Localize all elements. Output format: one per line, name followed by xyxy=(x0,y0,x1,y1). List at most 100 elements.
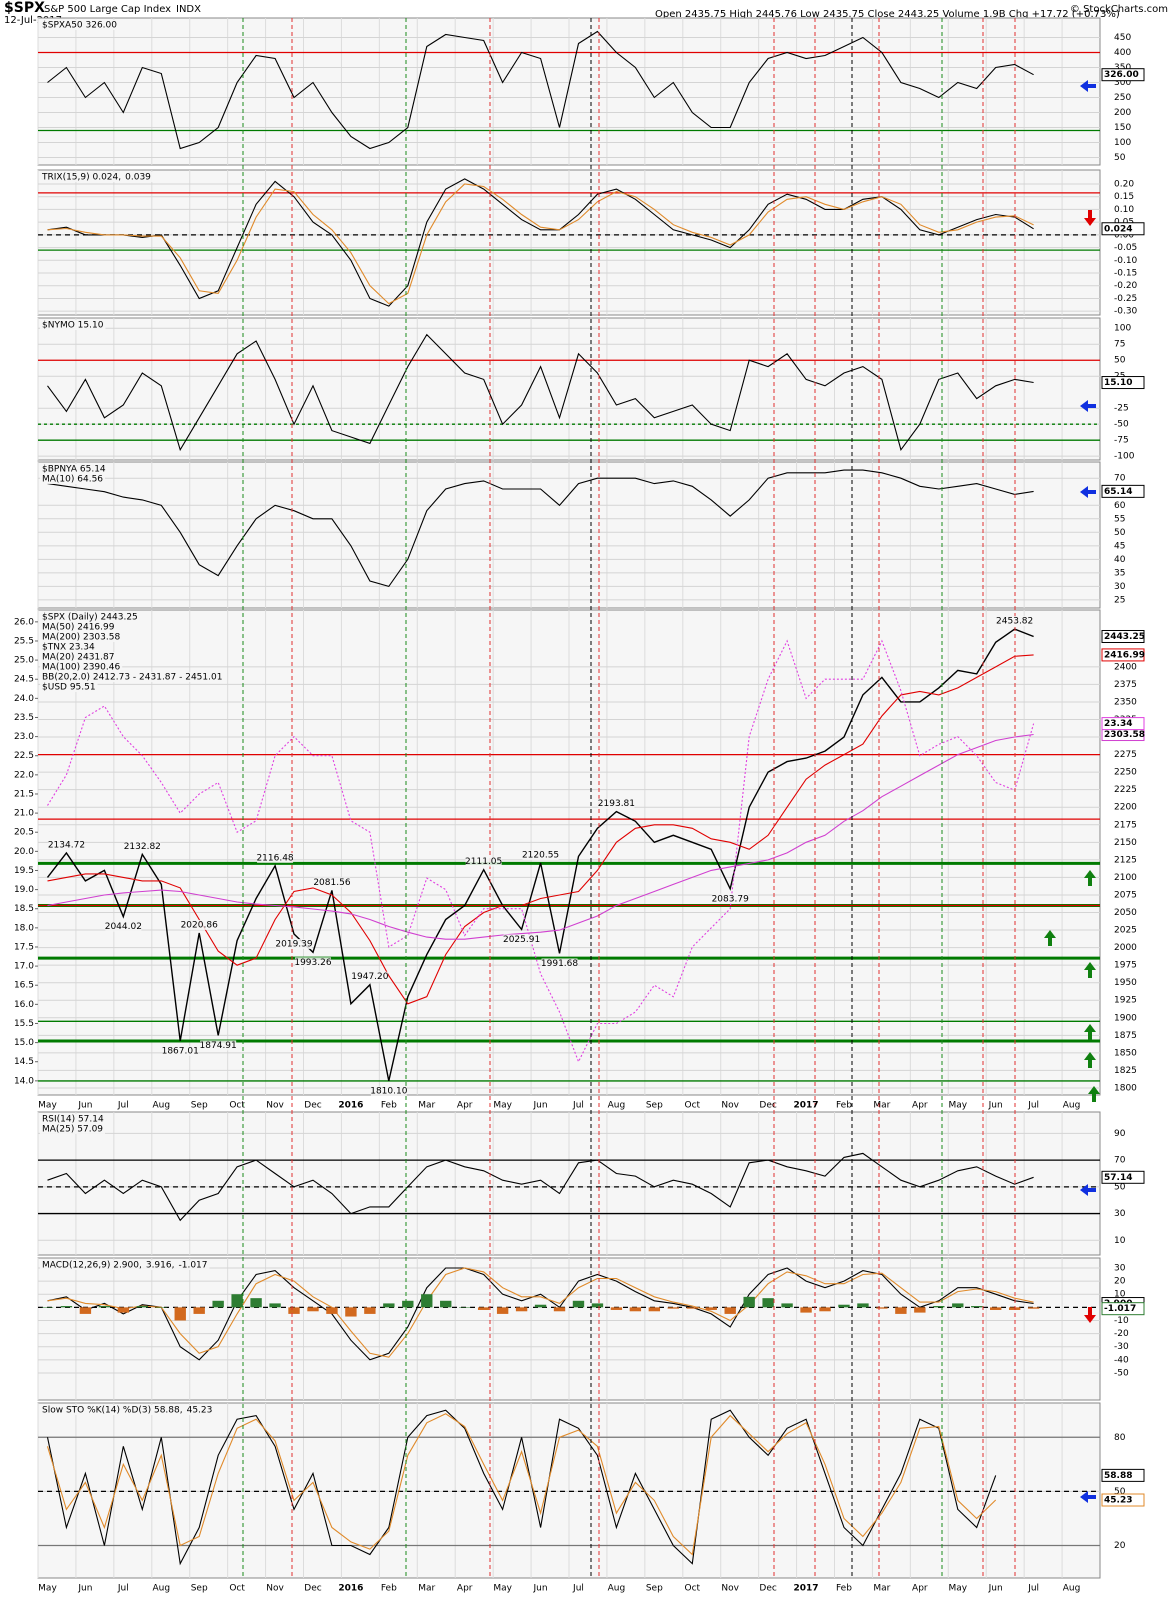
y-tick-label: 35 xyxy=(1114,568,1125,578)
y-tick-label: 1875 xyxy=(1114,1031,1137,1041)
y-tick-label: 10 xyxy=(1114,1290,1126,1300)
y2-tick-label: 24.5 xyxy=(14,675,34,685)
y-tick-label: 45 xyxy=(1114,541,1125,551)
y2-tick-label: 22.5 xyxy=(14,751,34,761)
x-tick-label: 2016 xyxy=(338,1584,363,1594)
histogram-bar xyxy=(496,1307,509,1314)
legend-entry: TRIX(15,9) 0.024, xyxy=(41,173,121,183)
histogram-bar xyxy=(364,1307,376,1314)
histogram-bar xyxy=(383,1303,395,1308)
value-label-bg xyxy=(370,1085,407,1096)
x-tick-label: Mar xyxy=(418,1101,435,1111)
y2-tick-label: 23.5 xyxy=(14,713,34,723)
date: 12-Jul-2017 xyxy=(4,15,62,26)
y-tick-label: 250 xyxy=(1114,93,1131,103)
x-tick-label: Mar xyxy=(418,1584,435,1594)
legend-bg xyxy=(40,632,123,642)
legend-entry: MA(200) 2303.58 xyxy=(42,633,120,643)
legend-entry: $BPNYA 65.14 xyxy=(42,465,106,475)
y-tick-label: -25 xyxy=(1114,404,1129,414)
value-label-bg xyxy=(313,877,350,888)
y-tick-label: 450 xyxy=(1114,33,1131,43)
value-label: 1810.10 xyxy=(370,1086,407,1096)
legend-entry: 45.23 xyxy=(187,1406,213,1416)
value-label: 1947.20 xyxy=(351,972,388,982)
histogram-bar xyxy=(402,1300,414,1308)
legend-bg xyxy=(184,1405,215,1415)
value-label-bg xyxy=(465,856,502,867)
y-tick-label: 0.15 xyxy=(1114,192,1134,202)
histogram-bar xyxy=(686,1307,698,1309)
y-tick-label: 350 xyxy=(1114,63,1131,73)
legend-bg xyxy=(40,320,106,330)
value-label-bg xyxy=(996,616,1033,627)
y-tick-label: 2075 xyxy=(1114,890,1137,900)
x-tick-label: Nov xyxy=(266,1101,284,1111)
value-label-bg xyxy=(181,919,218,930)
histogram-bar xyxy=(79,1307,92,1314)
legend-bg xyxy=(40,682,98,692)
histogram-bar xyxy=(819,1307,831,1312)
red-arrow xyxy=(1084,210,1096,226)
last-value-tag: 326.00 xyxy=(1104,70,1139,80)
histogram-bar xyxy=(876,1307,888,1309)
histogram-bar xyxy=(345,1307,357,1317)
legend-bg xyxy=(176,1260,210,1270)
y-tick-label: -0.15 xyxy=(1114,269,1137,279)
histogram-bar xyxy=(629,1307,642,1312)
y2-tick-label: 17.5 xyxy=(14,942,34,952)
histogram-bar xyxy=(515,1307,528,1312)
y2-tick-label: 15.0 xyxy=(14,1038,34,1048)
histogram-bar xyxy=(914,1307,926,1313)
value-label: 2044.02 xyxy=(105,922,142,932)
green-arrow xyxy=(1084,1024,1096,1040)
symbol: $SPX xyxy=(4,0,45,16)
x-tick-label: Oct xyxy=(229,1101,245,1111)
histogram-bar xyxy=(231,1294,243,1308)
y-tick-label: 1825 xyxy=(1114,1066,1137,1076)
series-line xyxy=(47,30,1034,150)
y-tick-label: 60 xyxy=(1114,501,1126,511)
blue-arrow xyxy=(1080,400,1096,412)
y-tick-label: 2175 xyxy=(1114,820,1137,830)
legend-entry: $SPX (Daily) 2443.25 xyxy=(42,613,138,623)
histogram-bar xyxy=(971,1306,983,1308)
histogram-bar xyxy=(250,1298,262,1308)
y-tick-label: 80 xyxy=(1114,1433,1126,1443)
value-label: 1874.91 xyxy=(200,1041,237,1051)
y2-tick-label: 21.5 xyxy=(14,789,34,799)
x-tick-label: 2016 xyxy=(338,1101,363,1111)
green-arrow xyxy=(1044,930,1056,946)
x-tick-label: Sep xyxy=(646,1101,663,1111)
legend-bg xyxy=(40,464,108,474)
x-tick-label: Aug xyxy=(608,1101,626,1111)
histogram-bar xyxy=(933,1306,945,1308)
y-tick-label: -100 xyxy=(1114,452,1135,462)
x-tick-label: May xyxy=(948,1101,967,1111)
last-value-tag: 2416.99 xyxy=(1104,650,1145,660)
y-tick-label: 2225 xyxy=(1114,785,1137,795)
x-tick-label: Nov xyxy=(721,1584,739,1594)
histogram-bar xyxy=(781,1303,793,1308)
y-tick-label: 2250 xyxy=(1114,768,1137,778)
value-label: 2081.56 xyxy=(313,878,350,888)
y-tick-label: 20 xyxy=(1114,1541,1126,1551)
legend-entry: RSI(14) 57.14 xyxy=(42,1115,104,1125)
index-name: S&P 500 Large Cap Index xyxy=(44,4,171,15)
x-tick-label: Feb xyxy=(381,1101,397,1111)
histogram-bar xyxy=(838,1304,850,1308)
legend-entry: MA(25) 57.09 xyxy=(42,1125,103,1135)
y2-tick-label: 26.0 xyxy=(14,617,34,627)
histogram-bar xyxy=(591,1303,604,1308)
histogram-bar xyxy=(269,1303,281,1308)
histogram-bar xyxy=(41,1307,54,1308)
series-line xyxy=(47,733,1034,940)
y2-tick-label: 23.0 xyxy=(14,732,34,742)
y-tick-label: -20 xyxy=(1114,1329,1129,1339)
y-tick-label: 55 xyxy=(1114,514,1125,524)
x-tick-label: Mar xyxy=(873,1101,890,1111)
y-tick-label: 50 xyxy=(1114,528,1126,538)
series-line xyxy=(46,1409,997,1566)
x-tick-label: Aug xyxy=(608,1584,626,1594)
